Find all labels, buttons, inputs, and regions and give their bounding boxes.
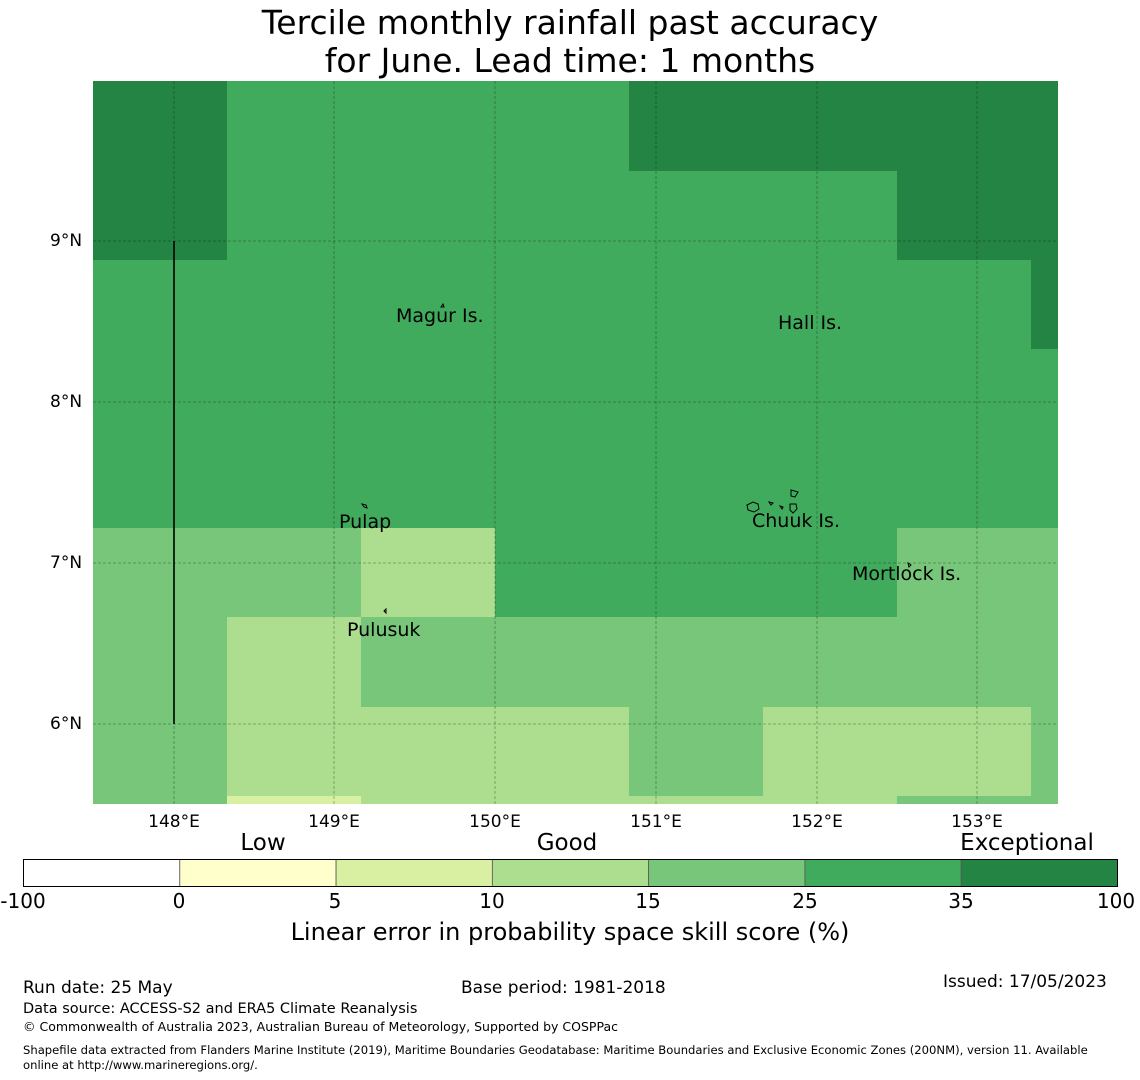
island-outlines	[360, 302, 912, 615]
island-chuuk-east	[789, 503, 798, 514]
colorbar-frame	[23, 859, 1118, 887]
data-source: Data source: ACCESS-S2 and ERA5 Climate …	[23, 1001, 418, 1017]
grid-cell-light	[629, 796, 763, 804]
grid-cell-light	[361, 707, 629, 804]
grid-cell-exceptional	[93, 81, 227, 260]
lat-label-8n: 8°N	[50, 392, 83, 412]
skill-grid	[93, 81, 1058, 804]
colorbar-segment	[179, 859, 337, 887]
lon-label-150e: 150°E	[469, 812, 521, 832]
colorbar-segment	[804, 859, 962, 887]
colorbar-tick: 0	[172, 889, 186, 913]
colorbar-segment	[23, 859, 181, 887]
colorbar-tick: -100	[0, 889, 46, 913]
island-mortlock	[907, 561, 912, 568]
place-label-hall: Hall Is.	[778, 312, 843, 334]
shapefile-credit-line-2: online at http://www.marineregions.org/.	[23, 1058, 258, 1072]
island-pulusuk	[383, 607, 387, 615]
colorbar-segment	[960, 859, 1118, 887]
grid-cell-good	[897, 796, 1031, 804]
island-chuuk-mid	[767, 501, 774, 506]
colorbar-segment	[335, 859, 493, 887]
colorbar-tick: 35	[948, 889, 974, 913]
colorbar-tick: 100	[1096, 889, 1136, 913]
lon-label-151e: 151°E	[630, 812, 682, 832]
issued-date: Issued: 17/05/2023	[943, 972, 1107, 992]
category-low: Low	[240, 830, 286, 856]
lat-label-9n: 9°N	[50, 231, 83, 251]
colorbar-segments	[23, 859, 1118, 887]
grid-cell-exceptional	[897, 171, 1058, 260]
lat-label-6n: 6°N	[50, 714, 83, 734]
grid-cell-good	[897, 528, 1058, 617]
base-period: Base period: 1981-2018	[461, 978, 666, 998]
grid-cell-light	[763, 707, 1031, 804]
gridlines	[93, 81, 1058, 804]
category-good: Good	[536, 830, 598, 856]
category-exceptional: Exceptional	[960, 830, 1094, 856]
colorbar-segment	[648, 859, 806, 887]
lat-label-7n: 7°N	[50, 553, 83, 573]
island-magur	[440, 302, 445, 308]
grid-cell-exceptional	[1031, 260, 1058, 349]
run-date: Run date: 25 May	[23, 978, 173, 998]
copyright: © Commonwealth of Australia 2023, Austra…	[23, 1019, 618, 1034]
place-label-chuuk: Chuuk Is.	[752, 510, 840, 532]
place-label-magur: Magur Is.	[396, 305, 484, 327]
place-label-mortlock: Mortlock Is.	[852, 563, 962, 585]
lon-label-153e: 153°E	[951, 812, 1003, 832]
colorbar-tick: 25	[792, 889, 818, 913]
lon-label-148e: 148°E	[148, 812, 200, 832]
island-chuuk-small	[778, 505, 784, 510]
title-line-2: for June. Lead time: 1 months	[324, 41, 816, 80]
place-label-pulusuk: Pulusuk	[347, 619, 421, 641]
title-line-1: Tercile monthly rainfall past accuracy	[261, 3, 879, 42]
lon-label-152e: 152°E	[791, 812, 843, 832]
island-pulap	[360, 503, 368, 509]
grid-cell-lighter	[227, 796, 361, 804]
grid-cell-light	[361, 528, 495, 617]
colorbar-tick: 10	[479, 889, 505, 913]
grid-cell-exceptional	[629, 81, 1058, 171]
lon-label-149e: 149°E	[308, 812, 360, 832]
colorbar-tick: 5	[328, 889, 342, 913]
map-title: Tercile monthly rainfall past accuracy f…	[0, 4, 1140, 80]
place-label-pulap: Pulap	[339, 511, 392, 533]
island-chuuk-west	[746, 501, 760, 513]
colorbar-tick: 15	[635, 889, 661, 913]
grid-cell-light	[227, 617, 361, 796]
colorbar	[23, 859, 1118, 887]
island-chuuk-north	[790, 489, 799, 498]
shapefile-credit-line-1: Shapefile data extracted from Flanders M…	[23, 1043, 1088, 1057]
colorbar-segment	[491, 859, 650, 887]
colorbar-label: Linear error in probability space skill …	[290, 918, 850, 946]
